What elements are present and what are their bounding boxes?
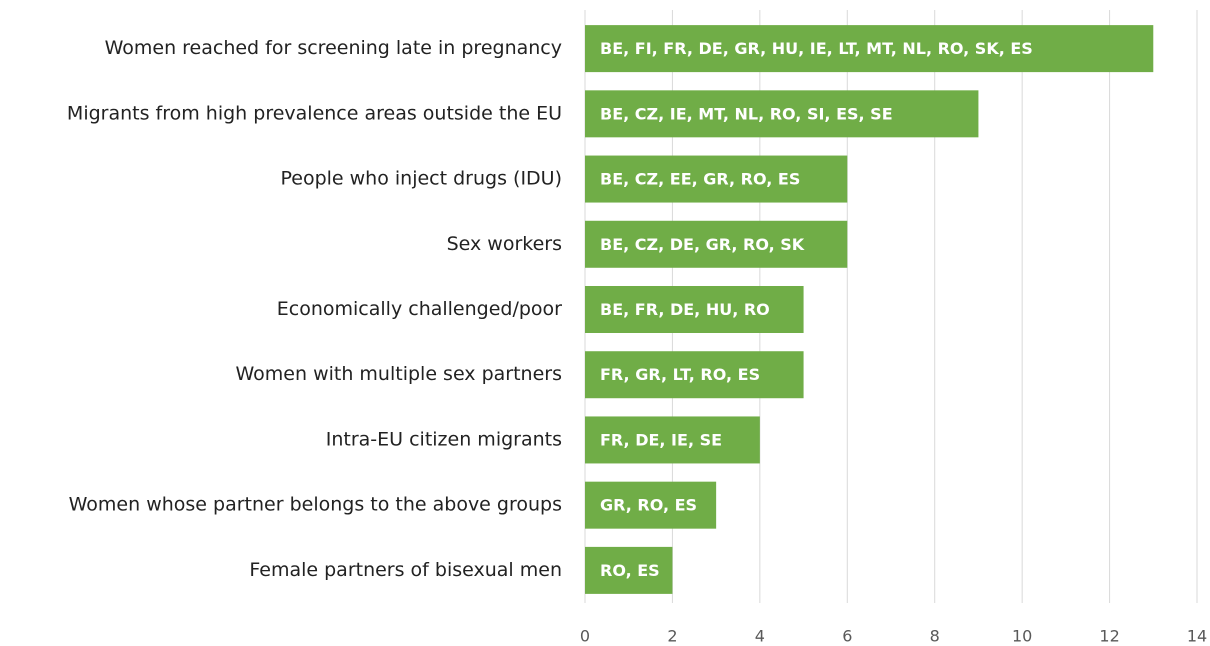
bar (585, 220, 848, 268)
bar (585, 155, 848, 203)
bar (585, 25, 1154, 73)
category-label: Women whose partner belongs to the above… (69, 494, 562, 516)
category-label: Sex workers (447, 233, 562, 255)
category-label: Women with multiple sex partners (236, 363, 563, 385)
bar (585, 416, 760, 464)
category-label: Intra-EU citizen migrants (326, 428, 562, 450)
x-tick-label: 10 (1012, 627, 1032, 646)
bar-label: BE, CZ, IE, MT, NL, RO, SI, ES, SE (600, 104, 893, 123)
bar (585, 90, 979, 138)
bar-label: BE, FR, DE, HU, RO (600, 300, 770, 319)
bar-label: FR, DE, IE, SE (600, 430, 722, 449)
category-label: Economically challenged/poor (277, 298, 562, 320)
x-tick-label: 2 (667, 627, 677, 646)
x-tick-label: 0 (580, 627, 590, 646)
category-label: Migrants from high prevalence areas outs… (67, 102, 562, 124)
bar (585, 351, 804, 399)
bar-label: BE, FI, FR, DE, GR, HU, IE, LT, MT, NL, … (600, 39, 1033, 58)
bar (585, 481, 717, 529)
bar-label: GR, RO, ES (600, 496, 697, 515)
x-tick-label: 8 (930, 627, 940, 646)
bar-label: BE, CZ, DE, GR, RO, SK (600, 235, 805, 254)
bar (585, 286, 804, 333)
category-label: People who inject drugs (IDU) (280, 168, 562, 190)
category-label: Female partners of bisexual men (249, 559, 562, 581)
bar-label: BE, CZ, EE, GR, RO, ES (600, 170, 800, 189)
x-tick-label: 6 (842, 627, 852, 646)
bar (585, 546, 673, 594)
category-label: Women reached for screening late in preg… (105, 37, 562, 59)
x-tick-label: 12 (1099, 627, 1119, 646)
x-tick-label: 14 (1187, 627, 1207, 646)
bar-label: RO, ES (600, 561, 660, 580)
bar-label: FR, GR, LT, RO, ES (600, 365, 760, 384)
x-tick-label: 4 (755, 627, 765, 646)
